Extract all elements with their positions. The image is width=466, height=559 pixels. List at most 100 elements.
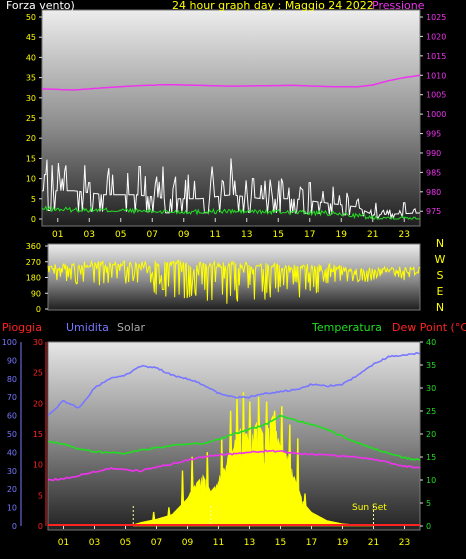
panel-wind-pressure xyxy=(41,9,421,227)
humidity-line xyxy=(47,351,421,416)
pressure-axis-tick-label: 995 xyxy=(426,130,441,139)
pressure-axis-tick-label: 975 xyxy=(426,207,441,216)
compass-label: N xyxy=(436,301,444,314)
pressure-axis-tick-label: 990 xyxy=(426,149,441,158)
direction-axis-tick-label: 180 xyxy=(26,274,41,283)
legend-rain: Pioggia xyxy=(2,321,42,334)
humidity-axis-tick-label: 100 xyxy=(2,338,17,347)
temperature-axis-tick-label: 20 xyxy=(426,430,436,439)
temp-hour-label: 13 xyxy=(244,538,255,548)
compass-label: N xyxy=(436,237,444,250)
rain-axis-tick-label: 5 xyxy=(38,491,43,500)
wind-hour-label: 09 xyxy=(178,230,190,240)
humidity-axis-tick-label: 40 xyxy=(7,448,17,457)
pressure-line xyxy=(41,74,421,91)
wind-hour-label: 07 xyxy=(147,230,158,240)
wind-hour-label: 05 xyxy=(115,230,126,240)
panel-temp-humidity xyxy=(47,341,421,531)
temperature-axis-tick-label: 25 xyxy=(426,407,436,416)
direction-axis-tick-label: 90 xyxy=(31,289,41,298)
temp-hour-label: 11 xyxy=(213,538,224,548)
humidity-axis-tick-label: 20 xyxy=(7,485,17,494)
rain-axis-tick-label: 0 xyxy=(38,522,43,531)
temperature-line xyxy=(47,414,421,462)
pressure-axis-tick-label: 1015 xyxy=(426,52,446,61)
temperature-axis-tick-label: 0 xyxy=(426,522,431,531)
wind-axis-tick-label: 10 xyxy=(26,175,36,184)
wind-direction-line xyxy=(47,259,421,304)
direction-axis-tick-label: 0 xyxy=(36,305,41,314)
compass-label: W xyxy=(435,253,446,266)
direction-axis-tick-label: 360 xyxy=(26,242,41,251)
wind-hour-label: 03 xyxy=(84,230,95,240)
wind-hour-label: 19 xyxy=(336,230,348,240)
wind-hour-label: 11 xyxy=(210,230,221,240)
wind-axis-tick-label: 30 xyxy=(26,94,36,103)
plot-layer: 0510152025303540455097598098599099510001… xyxy=(2,13,447,548)
rain-axis-tick-label: 30 xyxy=(33,338,43,347)
wind-hour-label: 21 xyxy=(367,230,378,240)
dew-point-line xyxy=(47,449,421,482)
temp-hour-label: 03 xyxy=(89,538,100,548)
wind-axis-tick-label: 25 xyxy=(26,114,36,123)
wind-axis-tick-label: 0 xyxy=(31,215,36,224)
wind-hour-label: 17 xyxy=(304,230,315,240)
pressure-axis-tick-label: 1010 xyxy=(426,71,446,80)
humidity-axis-tick-label: 30 xyxy=(7,467,17,476)
rain-axis-tick-label: 10 xyxy=(33,461,43,470)
humidity-axis-tick-label: 70 xyxy=(7,393,17,402)
solar-area xyxy=(133,392,374,527)
temperature-axis-tick-label: 35 xyxy=(426,361,436,370)
compass-label: S xyxy=(437,269,444,282)
humidity-axis-tick-label: 10 xyxy=(7,504,17,513)
pressure-axis-tick-label: 1005 xyxy=(426,91,446,100)
humidity-axis-tick-label: 90 xyxy=(7,356,17,365)
humidity-axis-tick-label: 80 xyxy=(7,375,17,384)
pressure-axis-tick-label: 1020 xyxy=(426,32,446,41)
temp-hour-label: 05 xyxy=(120,538,131,548)
legend-temperature: Temperatura xyxy=(311,321,382,334)
legend-humidity: Umidita xyxy=(66,321,109,334)
direction-axis-tick-label: 270 xyxy=(26,258,41,267)
graph-title: 24 hour graph day : Maggio 24 2022 xyxy=(172,0,374,12)
wind-axis-tick-label: 50 xyxy=(26,13,36,22)
pressure-axis-tick-label: 985 xyxy=(426,168,441,177)
pressure-axis-tick-label: 1000 xyxy=(426,110,446,119)
wind-gust-line xyxy=(42,158,421,220)
temp-hour-label: 01 xyxy=(58,538,69,548)
temp-hour-label: 09 xyxy=(182,538,194,548)
wind-axis-tick-label: 35 xyxy=(26,74,36,83)
wind-hour-label: 15 xyxy=(273,230,284,240)
temperature-axis-tick-label: 5 xyxy=(426,499,431,508)
temperature-axis-tick-label: 40 xyxy=(426,338,436,347)
wind-hour-label: 13 xyxy=(241,230,252,240)
temp-hour-label: 15 xyxy=(275,538,286,548)
sun-set-annotation: Sun Set xyxy=(352,503,387,513)
wind-average-line xyxy=(41,205,421,220)
pressure-axis-tick-label: 1025 xyxy=(426,13,446,22)
humidity-axis-tick-label: 60 xyxy=(7,412,17,421)
wind-axis-tick-label: 40 xyxy=(26,53,36,62)
pressure-axis-tick-label: 980 xyxy=(426,188,441,197)
wind-hour-label: 23 xyxy=(399,230,410,240)
rain-axis-tick-label: 20 xyxy=(33,399,43,408)
humidity-axis-tick-label: 0 xyxy=(12,522,17,531)
wind-axis-tick-label: 20 xyxy=(26,134,36,143)
humidity-axis-tick-label: 50 xyxy=(7,430,17,439)
temp-hour-label: 21 xyxy=(368,538,379,548)
temp-hour-label: 17 xyxy=(306,538,317,548)
temp-hour-label: 23 xyxy=(399,538,410,548)
wind-axis-tick-label: 5 xyxy=(31,195,36,204)
wind-axis-tick-label: 15 xyxy=(26,154,36,163)
compass-label: E xyxy=(437,285,444,298)
temp-hour-label: 19 xyxy=(337,538,349,548)
rain-axis-tick-label: 25 xyxy=(33,369,43,378)
temperature-axis-tick-label: 15 xyxy=(426,453,436,462)
temp-hour-label: 07 xyxy=(151,538,162,548)
temperature-axis-tick-label: 30 xyxy=(426,384,436,393)
pressure-label: Pressione xyxy=(372,0,425,12)
legend-solar: Solar xyxy=(117,321,146,334)
temperature-axis-tick-label: 10 xyxy=(426,476,436,485)
